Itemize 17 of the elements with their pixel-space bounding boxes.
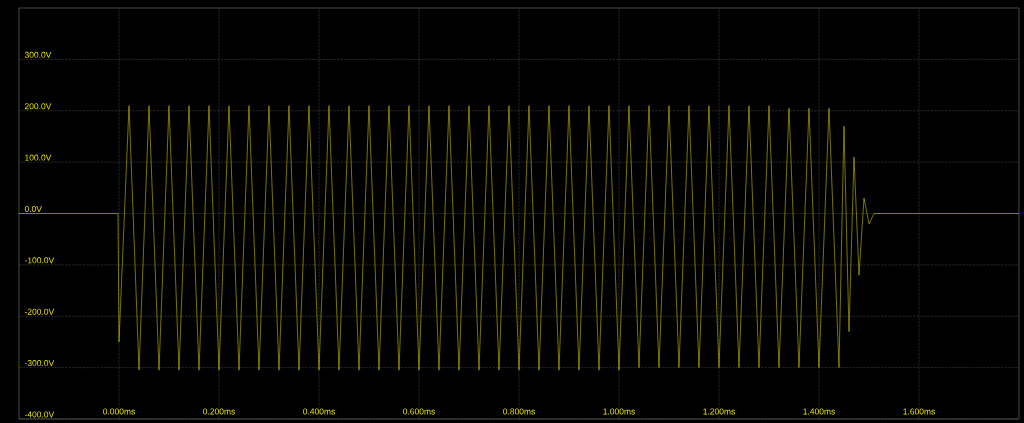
x-tick-label: 0.200ms (203, 408, 235, 415)
y-tick-label: 100.0V (25, 154, 52, 161)
y-tick-label: -200.0V (24, 308, 55, 315)
x-tick-label: 0.800ms (503, 408, 535, 415)
x-tick-label: 1.200ms (703, 408, 735, 415)
y-tick-label: 0.0V (24, 205, 42, 212)
x-tick-label: 0.000ms (103, 408, 135, 415)
y-tick-label: -300.0V (24, 360, 55, 367)
x-tick-label: 0.600ms (403, 408, 435, 415)
y-tick-label: -400.0V (24, 411, 55, 418)
y-tick-label: 200.0V (24, 103, 52, 110)
x-tick-label: 1.000ms (603, 408, 635, 415)
x-tick-label: 1.400ms (803, 408, 835, 415)
y-tick-label: -100.0V (24, 257, 55, 264)
x-tick-label: 0.400ms (303, 408, 335, 415)
y-tick-label: 300.0V (24, 51, 52, 58)
x-tick-label: 1.600ms (903, 408, 935, 415)
